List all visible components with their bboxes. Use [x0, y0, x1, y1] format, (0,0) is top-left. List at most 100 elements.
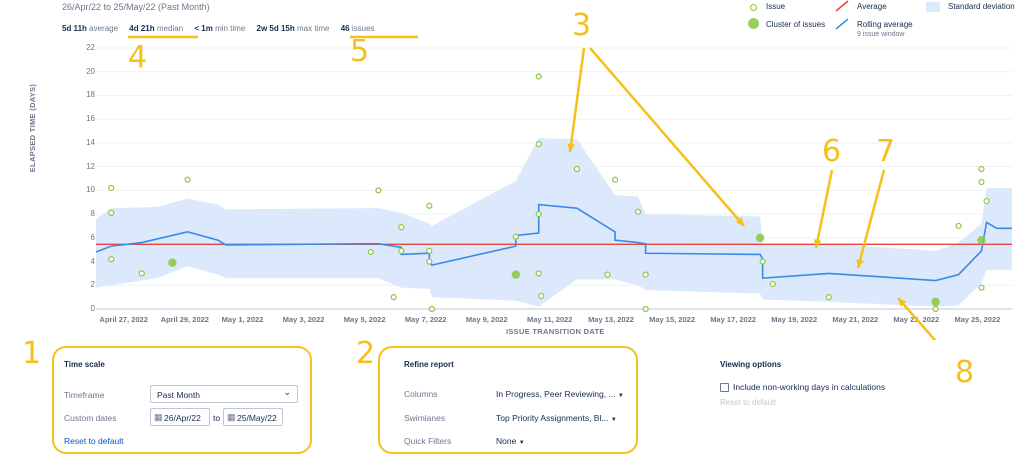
annotation-arrow-8-shaft [897, 297, 937, 340]
issue-point [634, 208, 642, 215]
caret-down-icon: ▼ [518, 440, 525, 446]
issue-point [769, 280, 776, 288]
legend-average-icon [835, 0, 849, 12]
quick-filters-value: None [496, 436, 517, 446]
x-tick-label: May 5, 2022 [343, 315, 386, 324]
legend-rolling-icon [835, 18, 849, 30]
non-working-days-label[interactable]: Include non-working days in calculations [733, 382, 886, 392]
legend-issue-icon [750, 4, 757, 11]
issue-point [535, 140, 542, 148]
date-from-value: 26/Apr/22 [164, 413, 201, 423]
y-tick-label: 20 [86, 66, 95, 76]
quick-filters-dropdown[interactable]: None ▼ [496, 436, 525, 446]
viewing-options-title: Viewing options [720, 360, 782, 369]
issue-point [535, 210, 542, 218]
issue-point [535, 270, 542, 277]
annotation-arrow-7-shaft [856, 169, 886, 269]
swimlanes-label: Swimlanes [404, 413, 446, 423]
issue-point [642, 305, 649, 313]
chart-legend: Issue Cluster of issues Average Rolling … [742, 0, 1024, 44]
y-tick-label: 6 [90, 232, 95, 242]
stat-issues[interactable]: 46 issues [341, 24, 375, 33]
y-tick-label: 8 [90, 209, 95, 219]
x-tick-label: April 29, 2022 [160, 315, 209, 324]
swimlanes-dropdown[interactable]: Top Priority Assignments, Bl... ▼ [496, 413, 617, 423]
stat-median[interactable]: 4d 21h median [129, 24, 183, 33]
x-tick-label: May 15, 2022 [649, 315, 695, 324]
cluster-point [511, 270, 521, 279]
custom-dates-label: Custom dates [64, 413, 117, 423]
x-tick-label: April 27, 2022 [99, 315, 148, 324]
issue-point [611, 176, 619, 183]
x-tick-label: May 21, 2022 [832, 315, 879, 324]
caret-down-icon: ▼ [617, 393, 624, 399]
stat-issues-label: issues [351, 24, 375, 33]
annotation-arrow-7-head [856, 259, 864, 268]
legend-average-label: Average [857, 2, 887, 11]
rolling-average-line [95, 203, 1012, 282]
timeframe-select[interactable]: Past Month ⌄ [150, 385, 298, 403]
stat-min: < 1m min time [194, 24, 245, 33]
issue-point [759, 258, 766, 265]
caret-down-icon: ▼ [610, 417, 617, 423]
date-to-input[interactable]: ▦ 25/May/22 [223, 408, 283, 426]
cluster-point [931, 297, 940, 307]
columns-value: In Progress, Peer Reviewing, ... [496, 389, 616, 399]
annotation-arrow-6-head [813, 239, 822, 248]
issue-point [426, 247, 433, 254]
cluster-point [168, 258, 177, 267]
date-separator: to [213, 413, 221, 423]
time-scale-highlight [52, 346, 312, 454]
refine-report-highlight [378, 346, 638, 454]
time-scale-reset-link[interactable]: Reset to default [64, 436, 124, 446]
date-to-value: 25/May/22 [237, 413, 277, 423]
issue-point [398, 224, 405, 231]
columns-dropdown[interactable]: In Progress, Peer Reviewing, ... ▼ [496, 389, 624, 399]
stat-median-label: median [156, 24, 184, 33]
date-from-input[interactable]: ▦ 26/Apr/22 [150, 408, 210, 426]
columns-label: Columns [404, 389, 438, 399]
annotation-7: 7 [876, 134, 896, 169]
issue-point [390, 294, 397, 301]
x-tick-label: May 19, 2022 [771, 315, 818, 324]
swimlanes-value: Top Priority Assignments, Bl... [496, 413, 609, 423]
issue-point [426, 258, 433, 265]
y-tick-label: 0 [90, 304, 95, 313]
quick-filters-label: Quick Filters [404, 436, 452, 446]
y-tick-label: 10 [86, 185, 95, 195]
x-tick-label: May 13, 2022 [588, 315, 634, 324]
y-tick-label: 2 [90, 280, 95, 290]
issue-point [367, 248, 374, 256]
legend-stddev-label: Standard deviation [948, 2, 1015, 11]
legend-cluster-label: Cluster of issues [766, 20, 826, 29]
annotation-arrow-3a-head [567, 143, 575, 152]
annotation-arrow-6-shaft [814, 169, 834, 249]
stat-issues-value: 46 [340, 24, 350, 33]
issue-point [978, 165, 985, 173]
annotation-2: 2 [356, 336, 376, 371]
refine-report-title: Refine report [404, 360, 454, 369]
report-date-range: 26/Apr/22 to 25/May/22 (Past Month) [62, 2, 210, 12]
annotation-arrow-3b-head [735, 217, 744, 226]
y-tick-label: 22 [86, 43, 95, 52]
issue-point [538, 292, 545, 300]
chevron-down-icon: ⌄ [283, 387, 291, 397]
annotation-5: 5 [350, 34, 370, 69]
viewing-options-reset-link: Reset to default [720, 398, 777, 407]
stat-max-label: max time [297, 24, 330, 33]
issue-point [983, 197, 990, 205]
y-tick-label: 14 [86, 137, 95, 147]
issue-point [184, 176, 191, 183]
annotation-arrow-3b-shaft [589, 47, 745, 227]
stat-median-value: 4d 21h [129, 24, 155, 33]
annotation-6: 6 [822, 134, 842, 169]
legend-rolling-sublabel: 9 issue window [857, 31, 905, 38]
control-chart[interactable] [0, 0, 1024, 340]
y-tick-label: 16 [86, 114, 95, 124]
annotation-1: 1 [22, 336, 42, 371]
non-working-days-checkbox[interactable] [720, 383, 729, 392]
stat-average: 5d 11h average [62, 24, 118, 33]
stat-max-value: 2w 5d 15h [256, 24, 295, 33]
legend-stddev-icon [926, 2, 940, 12]
calendar-icon: ▦ [227, 412, 236, 422]
